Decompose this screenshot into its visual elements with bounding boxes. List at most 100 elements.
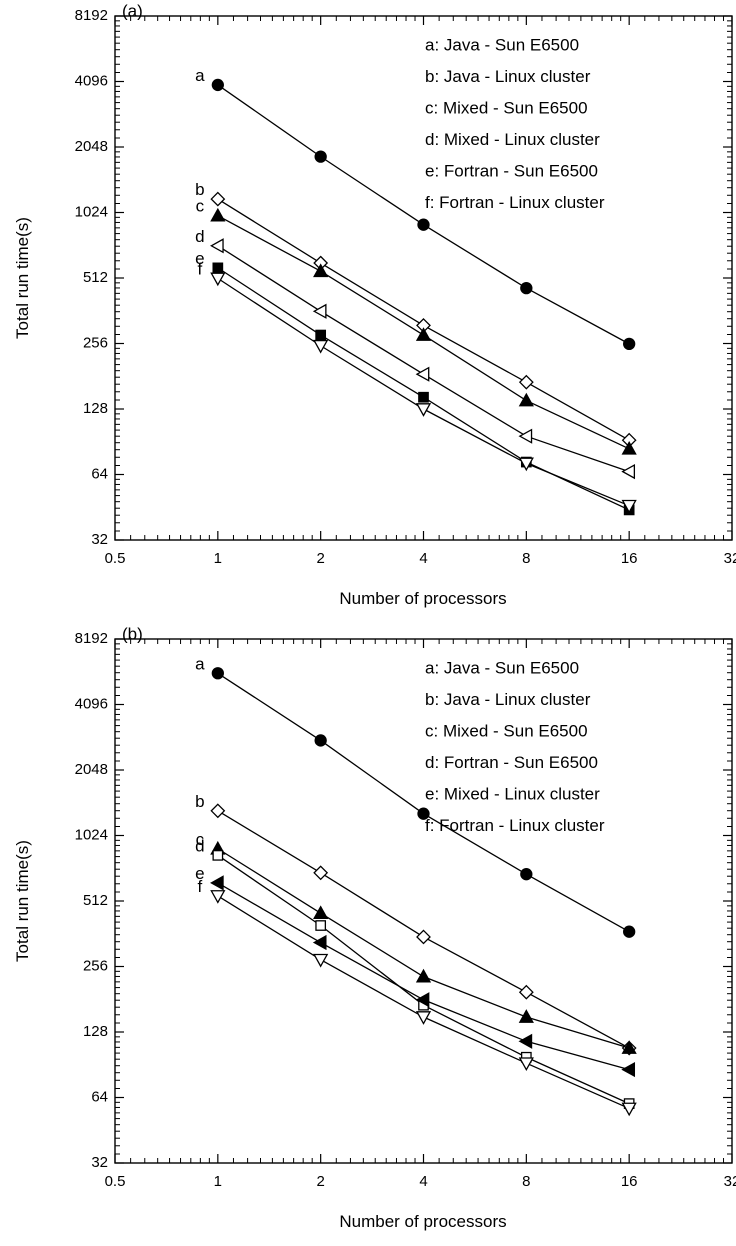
series-letter-b: b xyxy=(195,180,204,199)
data-point-f xyxy=(313,953,329,968)
data-point-c xyxy=(621,1040,637,1054)
panel-label: (a) xyxy=(122,1,143,20)
y-axis-title: Total run time(s) xyxy=(13,217,32,339)
series-letter-d: d xyxy=(195,836,204,855)
y-tick-label: 32 xyxy=(91,531,108,548)
data-point-a xyxy=(211,667,224,680)
data-point-f xyxy=(621,499,637,514)
series-e xyxy=(209,875,636,1078)
y-tick-label: 64 xyxy=(91,465,108,482)
y-tick-label: 256 xyxy=(83,957,108,974)
x-tick-label: 4 xyxy=(419,1173,427,1190)
data-point-a xyxy=(623,925,636,938)
y-tick-label: 4096 xyxy=(75,695,108,712)
legend-entry-d: d: Fortran - Sun E6500 xyxy=(425,753,598,772)
series-letter-a: a xyxy=(195,66,205,85)
data-point-d xyxy=(315,920,327,931)
y-axis-title: Total run time(s) xyxy=(13,840,32,962)
x-tick-label: 2 xyxy=(316,1173,324,1190)
x-tick-label: 1 xyxy=(214,550,222,567)
legend-entry-f: f: Fortran - Linux cluster xyxy=(425,193,605,212)
tick-marks xyxy=(114,15,733,541)
series-letter-f: f xyxy=(197,877,202,896)
data-point-a xyxy=(417,807,430,820)
y-tick-label: 4096 xyxy=(75,72,108,89)
data-point-d xyxy=(212,849,224,861)
data-point-d xyxy=(312,303,327,319)
data-point-e xyxy=(621,1061,636,1078)
data-point-f xyxy=(210,890,226,904)
chart-panel-a: (a) 0.5 1 2 4 8 16 32 32 64 128 256 512 1024 2048 4096 8… xyxy=(13,1,736,608)
x-axis-title: Number of processors xyxy=(339,1212,506,1231)
legend-entry-e: e: Fortran - Sun E6500 xyxy=(425,161,598,180)
legend-entry-c: c: Mixed - Sun E6500 xyxy=(425,98,588,117)
chart-b-svg: (b) 0.5 1 2 4 8 16 32 32 64 128 256 512 1024 2048 4096 8… xyxy=(13,624,736,1231)
y-tick-label: 512 xyxy=(83,892,108,909)
series-letter-d: d xyxy=(195,227,204,246)
data-point-a xyxy=(417,218,430,231)
data-point-f xyxy=(210,272,226,287)
data-point-c xyxy=(415,327,432,341)
y-tick-label: 64 xyxy=(91,1088,108,1105)
y-tick-label: 8192 xyxy=(75,7,108,24)
data-point-c xyxy=(210,207,226,222)
data-point-b xyxy=(416,929,431,945)
chart-panel-b: (b) 0.5 1 2 4 8 16 32 32 64 128 256 512 1024 2048 4096 8… xyxy=(0,623,736,1246)
y-tick-label: 1024 xyxy=(75,203,108,220)
legend-entry-d: d: Mixed - Linux cluster xyxy=(425,130,600,149)
data-point-c xyxy=(621,440,637,455)
series-letter-c: c xyxy=(196,830,205,849)
data-point-b xyxy=(518,984,534,1000)
y-tick-label: 128 xyxy=(83,1023,108,1040)
series-b xyxy=(210,191,637,448)
data-point-d xyxy=(518,428,533,444)
data-point-a xyxy=(520,281,533,295)
legend-entry-e: e: Mixed - Linux cluster xyxy=(425,784,600,803)
data-point-e xyxy=(212,262,224,274)
series-letter-f: f xyxy=(197,259,202,278)
data-point-e xyxy=(518,1033,533,1049)
series-a xyxy=(211,78,636,351)
data-point-e xyxy=(418,391,429,403)
x-tick-label: 0.5 xyxy=(105,550,126,567)
data-point-a xyxy=(314,150,327,163)
series-line-a xyxy=(217,84,630,345)
data-point-c xyxy=(313,905,329,920)
data-point-e xyxy=(312,934,327,951)
x-axis-title: Number of processors xyxy=(339,589,506,608)
x-tick-label: 0.5 xyxy=(105,1173,126,1190)
x-tick-label: 4 xyxy=(419,550,427,567)
legend-entry-c: c: Mixed - Sun E6500 xyxy=(425,721,588,740)
data-point-f xyxy=(518,1057,534,1072)
data-point-a xyxy=(314,734,327,747)
x-tick-label: 32 xyxy=(724,1173,736,1190)
data-point-f xyxy=(621,1102,637,1117)
plot-frame xyxy=(114,15,733,541)
data-point-b xyxy=(313,865,329,881)
x-tick-label: 8 xyxy=(522,550,530,567)
y-tick-label: 32 xyxy=(91,1154,108,1171)
series-letter-e: e xyxy=(195,864,204,883)
y-tick-label: 1024 xyxy=(75,826,108,843)
series-d xyxy=(209,238,636,480)
x-tick-label: 32 xyxy=(724,550,736,567)
data-point-d xyxy=(209,238,224,254)
panel-label: (b) xyxy=(122,624,143,643)
data-point-f xyxy=(313,339,329,354)
data-point-f xyxy=(415,1011,432,1025)
x-tick-label: 16 xyxy=(621,550,638,567)
legend-entry-b: b: Java - Linux cluster xyxy=(425,690,591,709)
y-tick-label: 128 xyxy=(83,400,108,417)
x-tick-label: 8 xyxy=(522,1173,530,1190)
series-c xyxy=(210,207,637,455)
series-e xyxy=(212,262,635,516)
legend-entry-a: a: Java - Sun E6500 xyxy=(425,35,579,54)
tick-marks xyxy=(114,638,733,1164)
data-point-b xyxy=(210,191,226,207)
series-letter-a: a xyxy=(195,654,205,673)
series-letter-e: e xyxy=(195,249,204,268)
series-f xyxy=(210,890,637,1117)
x-tick-label: 16 xyxy=(621,1173,638,1190)
data-point-a xyxy=(623,337,636,351)
data-point-f xyxy=(415,403,432,417)
